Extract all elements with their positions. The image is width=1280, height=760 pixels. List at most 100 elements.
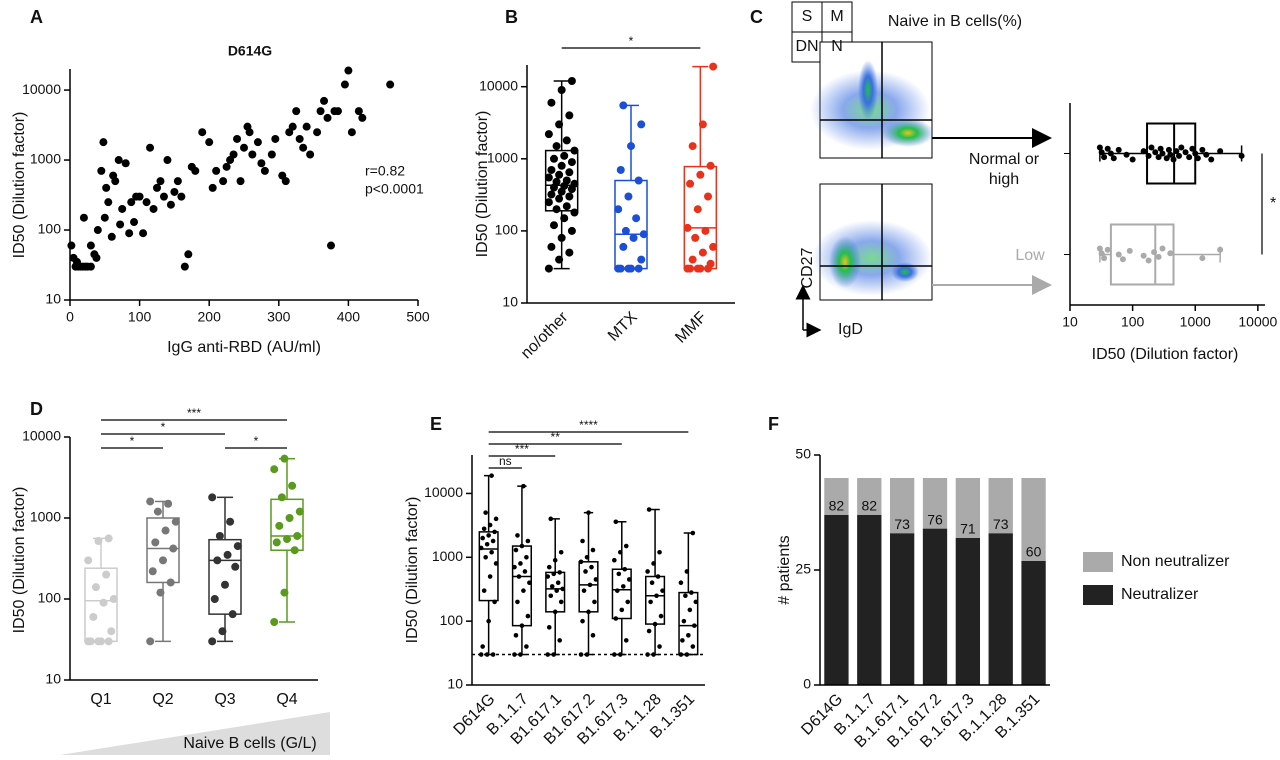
point [107,232,116,241]
bar-segment [988,533,1013,685]
bar-segment [824,478,849,515]
point [512,564,517,570]
point [1194,155,1201,162]
point [191,166,200,175]
point [709,242,718,251]
box [544,149,579,212]
point [1152,149,1159,156]
point [1199,255,1206,262]
point [578,652,584,657]
y-tick-label: 1000 [487,150,518,166]
point [637,255,646,264]
point [570,179,579,188]
point [280,454,289,463]
y-tick-label: 0 [803,676,811,692]
gate-label: DN [795,38,818,55]
point [557,233,566,242]
y-tick-label: 1000 [30,151,61,167]
point [554,588,560,593]
point [565,168,574,177]
y-tick-label: 1000 [30,509,61,525]
point [481,526,487,532]
point [522,569,528,574]
point [544,198,553,207]
point [557,161,566,170]
point [1151,249,1158,256]
point [1140,252,1147,259]
point [657,549,662,555]
point [512,652,517,657]
point [709,62,718,71]
point [678,580,684,586]
point [493,516,499,522]
point [625,599,631,605]
point [1145,152,1152,159]
x-tick-label: MTX [605,309,641,345]
point [1104,145,1111,152]
point [480,535,485,541]
point [99,138,108,147]
point [166,578,175,587]
point [1155,253,1162,260]
point [693,599,699,605]
flow-axes [795,284,822,338]
point [1115,146,1122,153]
bar-segment [922,478,948,529]
point [557,638,562,643]
point [555,580,561,586]
bar-segment [955,537,981,685]
point [624,192,633,201]
point [689,590,694,595]
point [565,192,574,201]
point [1101,154,1108,161]
point [1129,156,1136,163]
point [690,644,696,649]
panel-letter: A [30,7,43,27]
legend-swatch [1083,552,1113,572]
x-tick-label: 300 [267,309,291,325]
point [104,198,113,207]
point [544,130,553,139]
point [627,264,635,273]
annotation: p<0.0001 [365,181,424,197]
point [552,205,561,214]
bar-segment [889,533,915,685]
point [620,584,626,589]
point [525,613,531,619]
bar-segment [922,528,948,685]
point [86,262,95,271]
point [107,627,116,636]
point [478,545,484,551]
point [525,538,531,544]
point [555,194,564,203]
point [683,593,688,599]
point [558,599,564,605]
point [159,192,168,201]
point [580,538,585,544]
value-label: 76 [927,511,943,527]
point [680,638,685,643]
point [587,582,593,588]
point [327,241,335,250]
point [299,143,308,152]
x-axis-label: ID50 (Dilution factor) [1092,346,1239,363]
point [223,550,232,559]
x-tick-label: no/other [518,308,572,362]
point [148,567,157,576]
point [617,652,623,657]
point [552,177,561,186]
bar-segment [1021,478,1046,561]
point [271,134,280,143]
panel-letter: E [430,414,442,434]
point [1178,144,1185,151]
point [691,233,700,242]
point [272,538,281,547]
point [114,156,123,165]
point [302,122,311,131]
y-axis-label: ID50 (Dilution factor) [11,487,28,634]
y-tick-label: 100 [440,612,464,628]
point [513,633,519,638]
significance: **** [579,418,598,432]
point [340,80,349,89]
